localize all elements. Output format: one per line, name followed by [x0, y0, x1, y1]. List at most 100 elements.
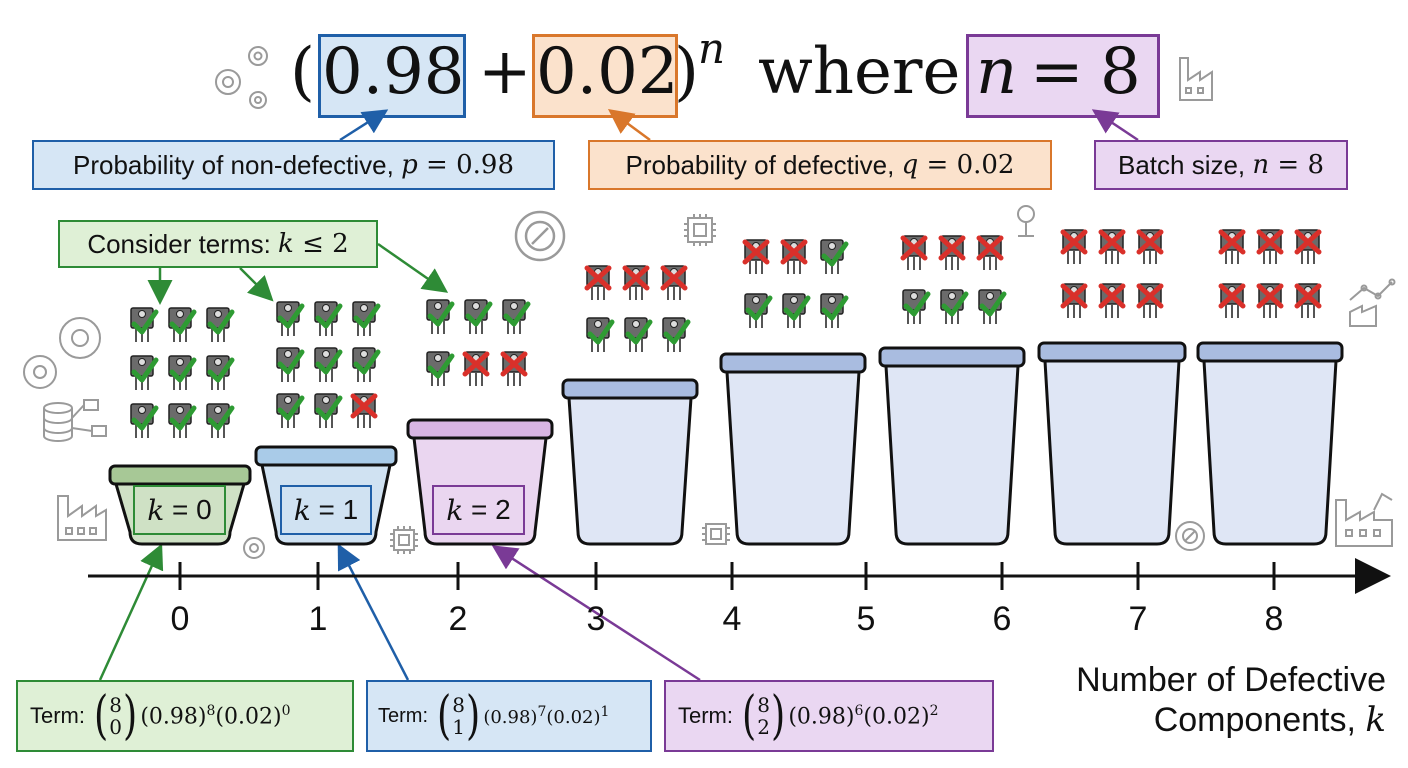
cross-icon [976, 235, 1004, 261]
component-k2-r0-c1 [464, 299, 493, 334]
bin-body-k6 [1043, 359, 1181, 546]
bin-k0 [108, 464, 252, 546]
term-k2-exp1: 6 [854, 702, 864, 719]
component-k1-r1-c2 [352, 347, 381, 382]
bin-label-k2-val: 2 [495, 494, 511, 525]
callout-consider-val: 2 [332, 229, 349, 259]
gear-small-icon [243, 537, 265, 559]
check-icon [207, 405, 235, 431]
component-k1-r2-c1 [314, 393, 343, 428]
component-k0-r1-c2 [206, 355, 235, 390]
gears-left-icon [23, 317, 101, 389]
cross-icon [1294, 229, 1322, 255]
callout-p-text: Probability of non-defective, [73, 149, 394, 180]
bin-label-k1: k = 1 [280, 485, 372, 535]
equals-sign: = [1030, 35, 1084, 109]
formula-header: ( 0.98 + 0.02 ) n where n = 8 [0, 22, 1408, 122]
cross-icon [622, 265, 650, 291]
component-k3-r1-c1 [624, 317, 653, 352]
component-k3-r1-c0 [586, 317, 615, 352]
component-k6-r1-c2 [1136, 283, 1164, 318]
x-axis-label-var: k [1365, 700, 1386, 740]
bin-label-k1-val: 1 [342, 494, 359, 525]
chip-top-icon [684, 214, 716, 246]
term-k1-binomial: (8 1) [437, 686, 481, 746]
term-k0-factor1: (0.98)8 [140, 703, 215, 729]
cross-icon [1060, 283, 1088, 309]
term-k2-k: 2 [757, 715, 771, 739]
robot-arm-factory-icon [1335, 492, 1393, 547]
cross-icon [780, 239, 808, 265]
component-k2-r0-c0 [426, 299, 455, 334]
callout-q-val: 0.02 [956, 150, 1015, 180]
check-icon [625, 319, 653, 345]
check-icon [821, 295, 849, 321]
component-k7-r1-c2 [1294, 283, 1322, 318]
cross-icon [1256, 229, 1284, 255]
term-k1-factor2: (0.02)1 [546, 704, 609, 728]
close-paren: ) [674, 35, 699, 109]
bin-rim-k3 [561, 378, 699, 400]
check-icon [131, 405, 159, 431]
bin-body-k2 [412, 436, 548, 546]
term-k2-exp2: 2 [929, 702, 939, 719]
tick-label-0: 0 [170, 600, 190, 638]
callout-n: Batch size, n = 8 [1094, 140, 1348, 190]
bin-label-k0: k = 0 [133, 485, 226, 535]
component-k3-r0-c2 [660, 265, 688, 300]
cross-icon [584, 265, 612, 291]
callout-p-var: p [401, 150, 418, 180]
x-axis-label: Number of Defective Components, k [1076, 660, 1386, 740]
check-icon [353, 349, 381, 375]
term-k2-prefix: Term: [678, 703, 733, 728]
component-k1-r1-c1 [314, 347, 343, 382]
cross-icon [900, 235, 928, 261]
x-axis-ticks [178, 562, 1276, 590]
arrow-p [339, 109, 389, 142]
tick-label-5: 5 [856, 600, 876, 638]
cross-icon [660, 265, 688, 291]
tick-label-7: 7 [1128, 600, 1148, 638]
component-k0-r0-c1 [168, 307, 197, 342]
component-k4-r0-c0 [742, 239, 770, 274]
component-k1-r1-c0 [276, 347, 305, 382]
check-icon [503, 301, 531, 327]
bin-k5 [878, 346, 1026, 546]
bin-label-k2-eq: = [463, 494, 496, 525]
term-k0-exp2: 0 [281, 702, 291, 719]
term-k0-base2: (0.02) [215, 704, 282, 730]
bin-body-k5 [884, 364, 1020, 546]
component-k7-r1-c0 [1218, 283, 1246, 318]
check-icon [783, 295, 811, 321]
bins-group [108, 341, 1344, 546]
component-k0-r2-c1 [168, 403, 197, 438]
factory-icon [1179, 57, 1213, 101]
bin-k6 [1037, 341, 1187, 546]
q-value-highlight [532, 34, 678, 118]
component-k4-r1-c2 [820, 293, 849, 328]
term-k2-n: 8 [757, 693, 771, 717]
check-icon [131, 309, 159, 335]
bin-k7 [1196, 341, 1344, 546]
check-icon [821, 241, 849, 267]
component-k1-r0-c1 [314, 301, 343, 336]
arrow-consider-1 [239, 267, 274, 302]
component-k0-r0-c0 [130, 307, 159, 342]
chip-bottom-icon [702, 523, 730, 545]
check-icon [315, 395, 343, 421]
component-k2-r1-c0 [426, 351, 455, 386]
term-k0-factor2: (0.02)0 [215, 703, 290, 729]
term-k0-exp1: 8 [206, 702, 216, 719]
check-icon [315, 303, 343, 329]
cross-icon [1098, 283, 1126, 309]
check-icon [277, 303, 305, 329]
bin-rim-k7 [1196, 341, 1344, 363]
component-k6-r0-c0 [1060, 229, 1088, 264]
check-icon [315, 349, 343, 375]
tick-label-2: 2 [448, 600, 468, 638]
check-icon [427, 301, 455, 327]
term-k2-factor2: (0.02)2 [863, 703, 938, 729]
callout-consider-rel: ≤ [293, 229, 333, 259]
callout-p: Probability of non-defective, p = 0.98 [32, 140, 555, 190]
check-icon [353, 303, 381, 329]
